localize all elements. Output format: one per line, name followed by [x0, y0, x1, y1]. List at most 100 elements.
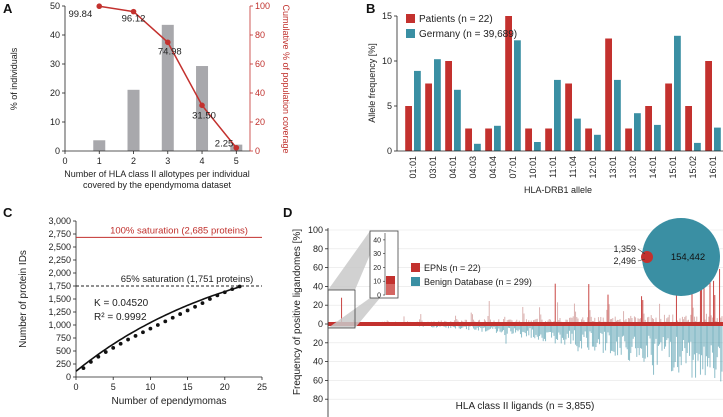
panel-a-y-tick-label: 0	[55, 146, 60, 156]
panel-a-bar	[161, 24, 174, 152]
panel-b-bar-germany	[514, 40, 521, 151]
panel-d-inset-tick-label: 20	[373, 265, 381, 272]
panel-c-point	[118, 341, 123, 346]
panel-d-inset-tick-label: 30	[373, 251, 381, 258]
panel-b-bar-germany	[534, 142, 541, 151]
panel-a-y2-tick-label: 0	[255, 146, 260, 156]
panel-b-bar-germany	[634, 113, 641, 151]
panel-b-bar-patients	[585, 128, 592, 151]
panel-a-y-tick-label: 30	[50, 59, 60, 69]
panel-c-y-tick-label: 2,750	[48, 229, 71, 239]
panel-c-y-tick-label: 1,000	[48, 320, 71, 330]
panel-a-data-label: 31.50	[192, 110, 216, 121]
panel-c-x-tick-label: 25	[257, 382, 267, 392]
panel-c-point	[222, 290, 227, 295]
panel-b-chart: 0 5 10 15 01:01 03:01 04:01 04:03 04:04 07:01 10:…	[367, 11, 723, 195]
panel-b-bar-patients	[425, 83, 432, 151]
panel-a-xlabel-line2: covered by the ependymoma dataset	[83, 180, 232, 190]
panel-c-x-tick-label: 0	[73, 382, 78, 392]
panel-d-venn-benign-circle	[642, 218, 720, 296]
panel-c-point	[81, 366, 86, 371]
panel-b-bar-patients	[605, 38, 612, 151]
panel-d-legend-epn-swatch	[411, 263, 420, 272]
panel-b-bar-germany	[494, 125, 501, 151]
panel-b-bar-patients	[565, 83, 572, 151]
panel-b-bar-patients	[465, 128, 472, 151]
panel-d-xlabel: HLA class II ligands (n = 3,855)	[456, 401, 595, 412]
panel-d-y-tick-label: 60	[313, 263, 323, 273]
panel-b-bar-germany	[554, 79, 561, 151]
panel-b-bar-germany	[714, 127, 721, 151]
panel-a-x-tick-label: 3	[165, 156, 170, 166]
panel-d-y-ticks: 100 80 60 40 20 0 20 40 60 80	[308, 225, 328, 404]
panel-letter-a: A	[3, 1, 13, 16]
panel-c-y-tick-label: 2,000	[48, 268, 71, 278]
panel-a-bar	[93, 140, 106, 151]
panel-a-x-tick-label: 1	[97, 156, 102, 166]
panel-d-benign-bars	[386, 324, 723, 382]
panel-d-legend-epn: EPNs (n = 22)	[424, 263, 481, 273]
panel-b-bar-germany	[434, 59, 441, 152]
panel-a-y2-tick-label: 80	[255, 30, 265, 40]
panel-d-inset-bar	[386, 284, 395, 295]
panel-c-y-tick-label: 250	[56, 359, 71, 369]
panel-b-legend-patients: Patients (n = 22)	[419, 14, 493, 25]
panel-b-x-tick-label: 11:01	[548, 156, 558, 178]
panel-b-bar-germany	[454, 89, 461, 151]
panel-b-bar-patients	[665, 83, 672, 151]
panel-d-y-tick-label: 40	[313, 281, 323, 291]
panel-c-y-ticks: 0 250 500 750 1,000 1,250 1,500 1,750 2,000 2,250…	[48, 216, 76, 382]
panel-b-bar-patients	[485, 128, 492, 151]
panel-d-y-tick-label: 60	[313, 375, 323, 385]
panel-c-y-tick-label: 2,250	[48, 255, 71, 265]
panel-b-bar-germany	[574, 118, 581, 151]
panel-c-point	[237, 284, 242, 289]
panel-d-y-tick-label: 20	[313, 300, 323, 310]
panel-letter-d: D	[283, 205, 292, 220]
panel-a-y-tick-label: 40	[50, 30, 60, 40]
panel-a-xlabel-line1: Number of HLA class II allotypes per ind…	[64, 169, 250, 179]
panel-b-bar-germany	[594, 134, 601, 151]
panel-b-x-tick-label: 15:01	[668, 156, 678, 179]
panel-d-inset-tick-label: 40	[373, 237, 381, 244]
panel-a-y2-tick-label: 20	[255, 117, 265, 127]
panel-c-points	[81, 284, 242, 371]
panel-d-venn-leader-1	[637, 248, 646, 255]
panel-a-y-tick-label: 10	[50, 117, 60, 127]
panel-b-y-tick-label: 15	[382, 11, 392, 21]
panel-c-fit-curve	[75, 286, 240, 372]
panel-a-x-tick-label: 5	[234, 156, 239, 166]
panel-c-y-tick-label: 3,000	[48, 216, 71, 226]
panel-c-x-tick-label: 15	[183, 382, 193, 392]
panel-c-y-tick-label: 2,500	[48, 242, 71, 252]
panel-a-coverage-point	[96, 3, 103, 10]
panel-c-saturation-65-label: 65% saturation (1,751 proteins)	[121, 274, 254, 285]
panel-b-ylabel: Allele frequency [%]	[367, 43, 377, 123]
panel-b-legend-germany: Germany (n = 39,689)	[419, 29, 517, 40]
panel-a-data-label: 99.84	[68, 9, 92, 20]
panel-b-x-tick-label: 11:04	[568, 156, 578, 178]
panel-c-point	[185, 308, 190, 313]
panel-a-y-tick-label: 50	[50, 1, 60, 11]
panel-c-point	[133, 334, 138, 338]
panel-a-y2-tick-label: 40	[255, 88, 265, 98]
panel-a-data-label: 2.25	[215, 139, 234, 150]
panel-c-y-tick-label: 500	[56, 346, 71, 356]
panel-d-inset-tick-label: 10	[373, 279, 381, 286]
panel-a-x-ticks: 0 1 2 3 4 5	[62, 151, 239, 166]
panel-a-data-label: 74.98	[158, 46, 182, 57]
panel-b-y-tick-label: 10	[382, 56, 392, 66]
panel-c-ylabel: Number of protein IDs	[18, 250, 29, 348]
panel-d-zoom-wedge-lower	[328, 298, 380, 328]
panel-c-x-ticks: 0 5 10 15 20 25	[73, 377, 267, 392]
panel-d-zoom-region	[327, 289, 356, 329]
panel-c-point	[96, 354, 101, 359]
panel-c-point	[155, 323, 160, 327]
panel-b-bar-patients	[525, 128, 532, 151]
panel-b-bar-patients	[445, 61, 452, 151]
panel-a-coverage-point	[164, 39, 171, 46]
panel-b-x-tick-label: 01:01	[408, 156, 418, 179]
panel-a-coverage-point	[233, 144, 240, 151]
panel-b-bar-germany	[674, 35, 681, 151]
panel-a-data-labels: 99.84 96.12 74.98 31.50 2.25	[68, 9, 233, 150]
